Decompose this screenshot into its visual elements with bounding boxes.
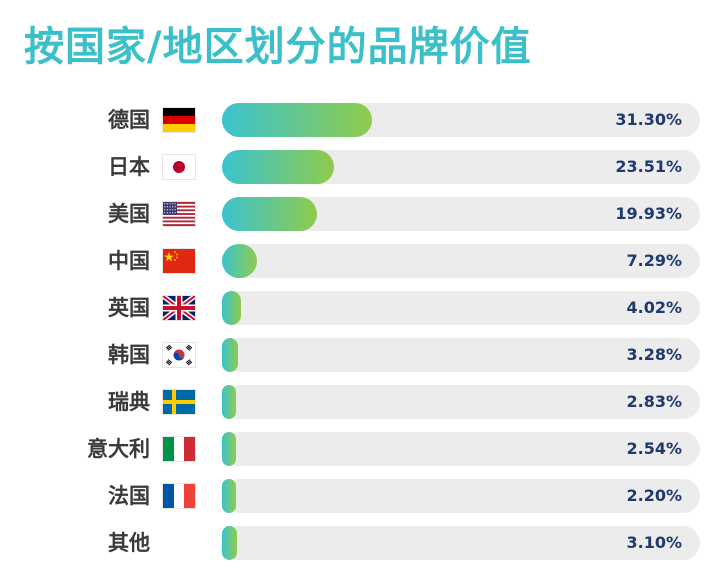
bar-row: 美国 19.93% xyxy=(0,197,728,244)
bar xyxy=(222,479,236,513)
data-label: 3.10% xyxy=(626,533,682,552)
japan-flag-icon xyxy=(163,155,195,179)
france-flag-icon xyxy=(163,484,195,508)
category-label: 意大利 xyxy=(87,437,150,461)
sweden-flag-icon xyxy=(163,390,195,414)
category-label: 法国 xyxy=(108,484,150,508)
bar-row: 德国 31.30% xyxy=(0,103,728,150)
bar xyxy=(222,244,257,278)
chart-title: 按国家/地区划分的品牌价值 xyxy=(24,24,532,70)
usa-flag-icon xyxy=(163,202,195,226)
bar xyxy=(222,197,318,231)
bar-track: 19.93% xyxy=(222,197,700,231)
germany-flag-icon xyxy=(163,108,195,132)
data-label: 7.29% xyxy=(626,251,682,270)
data-label: 3.28% xyxy=(626,345,682,364)
italy-flag-icon xyxy=(163,437,195,461)
korea-flag-icon xyxy=(163,343,195,367)
bar-row: 中国 7.29% xyxy=(0,244,728,291)
uk-flag-icon xyxy=(163,296,195,320)
category-label: 日本 xyxy=(108,155,150,179)
bar-row: 瑞典 2.83% xyxy=(0,385,728,432)
category-label: 德国 xyxy=(108,108,150,132)
bar-row: 日本 23.51% xyxy=(0,150,728,197)
bar-track: 23.51% xyxy=(222,150,700,184)
bar-row: 韩国 3.28% xyxy=(0,338,728,385)
category-label: 美国 xyxy=(108,202,150,226)
bar xyxy=(222,150,335,184)
data-label: 31.30% xyxy=(615,110,682,129)
bar xyxy=(222,291,242,325)
bar xyxy=(222,385,236,419)
data-label: 2.83% xyxy=(626,392,682,411)
bar-track: 2.20% xyxy=(222,479,700,513)
category-label: 韩国 xyxy=(108,343,150,367)
data-label: 23.51% xyxy=(615,157,682,176)
bar-row: 英国 4.02% xyxy=(0,291,728,338)
data-label: 4.02% xyxy=(626,298,682,317)
bar-row: 意大利 2.54% xyxy=(0,432,728,479)
bar-track: 3.28% xyxy=(222,338,700,372)
data-label: 2.54% xyxy=(626,439,682,458)
bar-track: 31.30% xyxy=(222,103,700,137)
bar xyxy=(222,103,372,137)
category-label: 瑞典 xyxy=(108,390,150,414)
category-label: 其他 xyxy=(108,531,150,555)
bar-track: 2.83% xyxy=(222,385,700,419)
china-flag-icon xyxy=(163,249,195,273)
bar-track: 3.10% xyxy=(222,526,700,560)
bar-row: 法国 2.20% xyxy=(0,479,728,526)
bar xyxy=(222,338,238,372)
bar xyxy=(222,432,236,466)
bar-track: 4.02% xyxy=(222,291,700,325)
bar-row: 其他 3.10% xyxy=(0,526,728,573)
bar-track: 2.54% xyxy=(222,432,700,466)
category-label: 英国 xyxy=(108,296,150,320)
data-label: 19.93% xyxy=(615,204,682,223)
category-label: 中国 xyxy=(108,249,150,273)
bar-track: 7.29% xyxy=(222,244,700,278)
bar xyxy=(222,526,237,560)
data-label: 2.20% xyxy=(626,486,682,505)
